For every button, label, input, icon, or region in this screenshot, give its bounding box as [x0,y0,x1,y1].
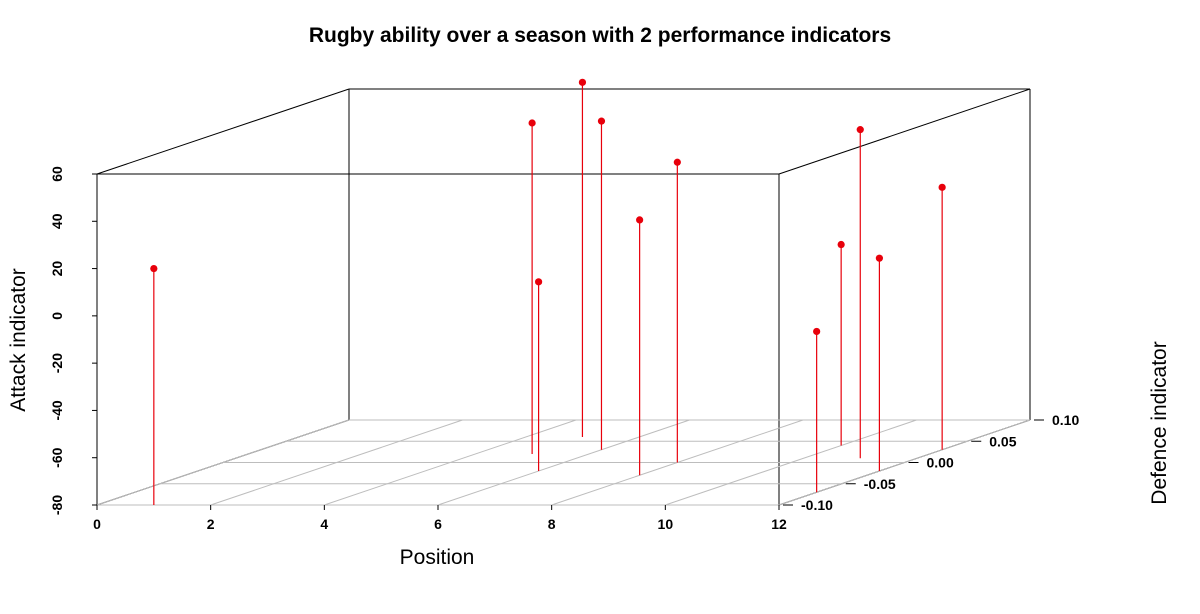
z-tick-label: -80 [49,495,65,515]
y-tick-label: -0.10 [801,497,833,513]
data-points [150,78,946,336]
data-point [578,78,587,86]
x-tick-label: 12 [771,516,787,532]
z-tick-label: 40 [49,213,65,229]
data-point [938,183,946,191]
z-tick-label: 60 [49,166,65,182]
y-axis-label: Defence indicator [1148,341,1171,504]
x-tick-label: 2 [207,516,215,532]
x-tick-label: 8 [548,516,556,532]
z-tick-label: 20 [49,261,65,277]
data-point [875,254,884,262]
x-axis-label: Position [400,546,475,569]
data-point [150,264,158,273]
data-point [813,327,821,336]
data-point [597,117,606,125]
x-tick-label: 10 [658,516,674,532]
z-tick-label: -40 [49,400,65,420]
z-tick-label: -20 [49,353,65,373]
z-axis-label: Attack indicator [7,268,30,412]
data-point [528,119,536,127]
y-tick-label: -0.05 [864,476,896,492]
y-tick-label: 0.00 [927,455,954,471]
z-tick-label: -60 [49,447,65,467]
floor-grid [96,419,1031,506]
y-tick-label: 0.10 [1052,412,1079,428]
box-edge-top-right [778,88,1031,175]
box-edge-top-left [96,88,350,175]
data-point [856,126,864,134]
z-tick-label: 0 [49,312,65,320]
y-tick-label: 0.05 [989,433,1016,449]
x-tick-label: 0 [93,516,101,532]
data-point [837,240,845,249]
data-point [673,158,681,166]
x-tick-label: 4 [320,516,328,532]
data-point [636,216,644,224]
x-tick-label: 6 [434,516,442,532]
z-axis-ticks: -80 -60 -40 -20 0 20 40 60 [49,166,97,515]
data-point [535,278,543,286]
chart-title: Rugby ability over a season with 2 perfo… [308,24,892,47]
y-axis-ticks: -0.10 -0.05 0.00 0.05 0.10 [783,412,1079,513]
x-axis-ticks: 0 2 4 6 8 10 12 [93,505,787,532]
point-stems [153,82,943,505]
plot-box [96,88,1031,506]
